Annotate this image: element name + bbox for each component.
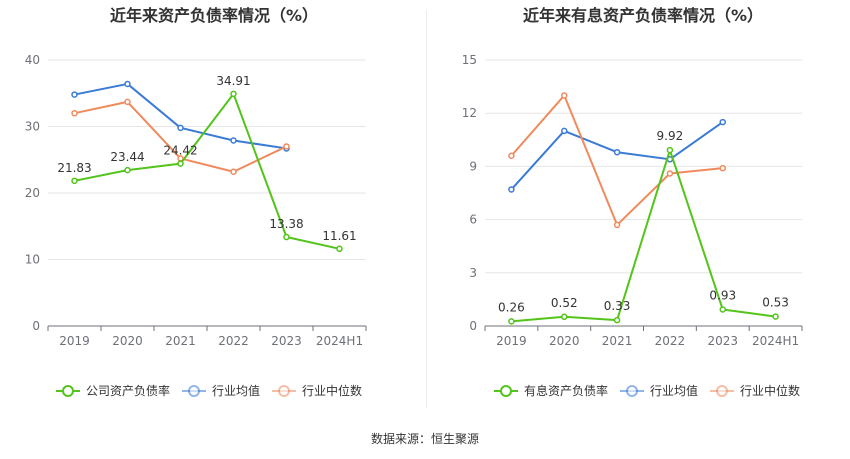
data-point (772, 313, 779, 320)
data-point (124, 98, 131, 106)
data-point (71, 177, 78, 185)
data-source-note: 数据来源：恒生聚源 (370, 432, 479, 446)
y-tick-label: 0 (469, 319, 477, 333)
data-point (666, 146, 674, 154)
x-tick-label: 2021 (165, 334, 196, 348)
data-label: 9.92 (657, 129, 684, 143)
x-tick-label: 2024H1 (752, 334, 799, 348)
y-tick-label: 3 (469, 266, 477, 280)
chart-title-left: 近年来资产负债率情况（%） (109, 6, 319, 25)
legend-marker (278, 385, 290, 397)
data-label: 11.61 (322, 229, 356, 243)
x-tick-label: 2023 (707, 334, 738, 348)
y-tick-label: 6 (469, 213, 477, 227)
data-point (508, 318, 515, 325)
data-label: 0.93 (709, 289, 736, 303)
data-point (71, 91, 78, 98)
legend-label: 公司资产负债率 (86, 383, 170, 398)
series-line (510, 94, 723, 226)
data-point (124, 166, 131, 174)
data-point (230, 137, 237, 144)
legend-marker (626, 385, 638, 397)
y-tick-label: 20 (25, 186, 40, 200)
data-point (177, 160, 184, 167)
data-point (561, 127, 568, 135)
data-point (613, 221, 621, 229)
x-tick-label: 2020 (112, 334, 143, 348)
data-point (613, 316, 621, 324)
data-label: 0.26 (498, 300, 525, 314)
legend-label: 行业中位数 (302, 383, 362, 398)
y-tick-label: 15 (462, 53, 477, 67)
x-tick-label: 2021 (602, 334, 633, 348)
data-label: 34.91 (216, 74, 250, 88)
x-tick-label: 2020 (549, 334, 580, 348)
x-tick-label: 2022 (655, 334, 686, 348)
data-point (283, 143, 290, 150)
data-point (561, 313, 568, 321)
y-tick-label: 12 (462, 106, 477, 120)
legend-marker (188, 385, 200, 397)
x-tick-label: 2019 (59, 334, 90, 348)
chart-title-right: 近年来有息资产负债率情况（%） (522, 6, 764, 25)
data-point (613, 148, 621, 156)
data-point (719, 306, 726, 313)
data-point (177, 124, 184, 132)
data-point (336, 245, 343, 253)
y-tick-label: 10 (25, 253, 40, 267)
data-point (666, 170, 674, 177)
y-tick-label: 30 (25, 120, 40, 134)
series-line (511, 149, 776, 323)
y-tick-label: 0 (32, 319, 40, 333)
data-label: 0.33 (604, 299, 631, 313)
legend-label: 有息资产负债率 (524, 383, 608, 398)
data-label: 21.83 (57, 161, 91, 175)
data-point (230, 168, 237, 175)
data-point (561, 92, 568, 99)
x-tick-label: 2023 (271, 334, 302, 348)
data-point (508, 152, 515, 160)
panel-divider (426, 10, 427, 408)
series-line (510, 121, 724, 191)
data-point (124, 80, 131, 88)
x-tick-label: 2019 (496, 334, 527, 348)
data-point (283, 233, 290, 241)
legend-marker (62, 385, 74, 397)
legend-label: 行业中位数 (740, 383, 800, 398)
data-label: 0.52 (551, 296, 578, 310)
data-point (230, 90, 237, 98)
series-line (74, 82, 287, 150)
x-tick-label: 2022 (218, 334, 249, 348)
data-point (71, 109, 78, 117)
y-tick-label: 9 (469, 159, 477, 173)
y-tick-label: 40 (25, 53, 40, 67)
data-label: 23.44 (110, 150, 144, 164)
x-tick-label: 2024H1 (316, 334, 363, 348)
data-point (719, 164, 726, 172)
data-label: 24.42 (163, 144, 197, 158)
legend-marker (716, 385, 728, 397)
data-label: 0.53 (762, 296, 789, 310)
legend-marker (500, 385, 512, 397)
series-line (74, 92, 340, 250)
legend-label: 行业均值 (650, 383, 698, 398)
data-point (508, 186, 515, 193)
data-point (719, 118, 726, 126)
data-label: 13.38 (269, 217, 303, 231)
legend-label: 行业均值 (212, 383, 260, 398)
